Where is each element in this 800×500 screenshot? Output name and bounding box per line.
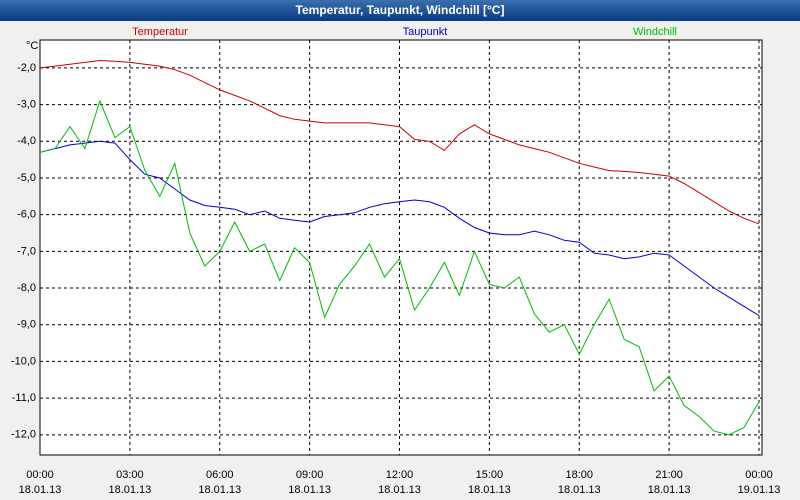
x-tick-label: 21:00 [655,469,683,481]
chart-title: Temperatur, Taupunkt, Windchill [°C] [296,3,505,17]
y-tick-label: -2,0 [17,62,36,74]
y-tick-label: -7,0 [17,245,36,257]
x-tick-label: 06:00 [206,469,234,481]
line-series [39,99,760,436]
x-tick-date: 18.01.13 [648,484,691,496]
x-tick-date: 19.01.13 [738,484,781,496]
y-axis-label: °C [26,40,38,52]
legend-entry: Taupunkt [403,26,448,38]
x-tick-label: 00:00 [745,469,773,481]
y-tick-label: -8,0 [17,282,36,294]
y-tick-label: -12,0 [11,429,36,441]
x-tick-date: 18.01.13 [558,484,601,496]
y-tick-label: -11,0 [12,392,36,404]
x-tick-date: 18.01.13 [108,484,151,496]
x-tick-date: 18.01.13 [378,484,421,496]
line-series [39,140,760,317]
plot-area [39,39,763,456]
x-tick-label: 18:00 [565,469,593,481]
legend-entry: Windchill [633,26,677,38]
y-tick-label: -9,0 [17,319,36,331]
x-tick-label: 00:00 [26,469,54,481]
legend-entry: Temperatur [132,26,188,38]
y-tick-label: -6,0 [17,209,36,221]
y-tick-label: -4,0 [17,135,36,147]
line-series [39,59,760,225]
title-bar [0,0,800,21]
x-tick-label: 09:00 [296,469,324,481]
y-tick-label: -10,0 [11,355,36,367]
x-tick-label: 12:00 [386,469,414,481]
y-tick-label: -5,0 [17,172,36,184]
y-tick-label: -3,0 [17,98,36,110]
x-tick-date: 18.01.13 [198,484,241,496]
x-tick-label: 15:00 [476,469,504,481]
x-tick-date: 18.01.13 [19,484,62,496]
x-tick-date: 18.01.13 [468,484,511,496]
x-tick-label: 03:00 [116,469,144,481]
x-tick-date: 18.01.13 [288,484,331,496]
